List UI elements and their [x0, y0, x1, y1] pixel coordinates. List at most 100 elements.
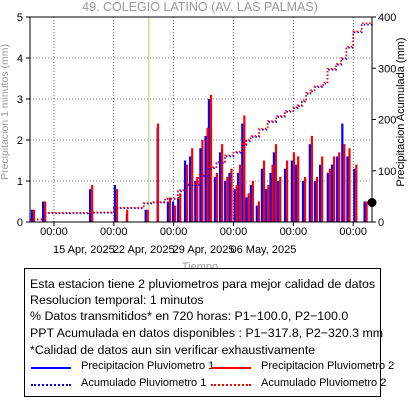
- bar-pluviometro-2: [338, 152, 341, 222]
- y-right-tick-label: 0: [378, 217, 384, 229]
- x-axis-label: Tiempo: [182, 261, 218, 270]
- x-tick-label: 00:00: [220, 226, 248, 238]
- bar-pluviometro-2: [146, 209, 149, 222]
- y-left-tick-label: 2: [17, 135, 23, 147]
- bar-pluviometro-1: [272, 152, 276, 222]
- bar-pluviometro-1: [313, 181, 317, 222]
- bar-pluviometro-2: [257, 201, 260, 222]
- bar-pluviometro-2: [279, 176, 282, 222]
- bar-pluviometro-1: [89, 189, 92, 222]
- info-accumulated: PPT Acumulada en datos disponibles : P1−…: [30, 326, 384, 340]
- legend-label-acc2: Acumulado Pluviometro 2: [261, 377, 387, 389]
- bar-pluviometro-1: [194, 181, 197, 222]
- bar-pluviometro-2: [303, 176, 307, 222]
- y-left-tick-label: 0: [17, 217, 23, 229]
- bar-pluviometro-1: [207, 99, 211, 222]
- y-left-tick-label: 1: [17, 176, 23, 188]
- bar-pluviometro-2: [333, 156, 336, 222]
- bar-pluviometro-2: [235, 185, 238, 222]
- plot-area: 0 1 2 3 4 5 0 100 200 300 400 00:00 00:00 00:00 00:00 0…: [17, 12, 396, 256]
- x-tick-label: 00:00: [160, 226, 188, 238]
- legend-swatch-p2: [211, 367, 251, 369]
- info-stations: Esta estacion tiene 2 pluviometros para …: [30, 277, 376, 291]
- bar-pluviometro-1: [363, 201, 366, 222]
- bar-pluviometro-1: [224, 181, 227, 222]
- bar-pluviometro-1: [283, 168, 287, 222]
- line-acumulado-2: [30, 22, 372, 221]
- bar-pluviometro-2: [328, 168, 331, 222]
- bar-pluviometro-1: [265, 189, 268, 222]
- bar-pluviometro-1: [113, 185, 116, 222]
- bar-pluviometro-2: [348, 148, 351, 222]
- legend-swatch-p1: [31, 367, 71, 369]
- bar-pluviometro-2: [196, 176, 199, 222]
- bar-pluviometro-2: [115, 189, 119, 222]
- bar-pluviometro-2: [168, 197, 172, 222]
- bar-pluviometro-2: [226, 176, 229, 222]
- bar-pluviometro-1: [341, 123, 344, 222]
- y-left-tick-label: 5: [17, 12, 23, 24]
- end-marker-dot: [367, 198, 377, 208]
- bar-pluviometro-2: [126, 209, 129, 222]
- info-quality-note: *Calidad de datos aun sin verificar exha…: [30, 343, 316, 357]
- x-date-label: 22 Apr, 2025: [113, 244, 175, 256]
- bar-pluviometro-1: [213, 176, 217, 222]
- bar-pluviometro-2: [185, 164, 189, 222]
- bar-pluviometro-2: [310, 135, 313, 222]
- bar-pluviometro-2: [173, 205, 177, 222]
- x-tick-label: 00:00: [339, 226, 367, 238]
- bar-pluviometro-1: [269, 172, 272, 222]
- bar-pluviometro-1: [41, 201, 45, 222]
- x-date-label: 06 May, 2025: [230, 244, 296, 256]
- bar-pluviometro-2: [315, 176, 319, 222]
- y-right-tick-label: 200: [378, 115, 396, 127]
- bar-pluviometro-1: [255, 205, 258, 222]
- bar-pluviometro-2: [215, 172, 219, 222]
- bar-pluviometro-1: [290, 160, 293, 222]
- bar-pluviometro-1: [199, 148, 202, 222]
- bar-pluviometro-1: [249, 185, 252, 222]
- info-transmitted: % Datos transmitidos* en 720 horas: P1−1…: [30, 309, 349, 323]
- x-date-label: 29 Apr, 2025: [173, 244, 235, 256]
- bar-pluviometro-1: [171, 201, 175, 222]
- y-left-tick-label: 4: [17, 53, 23, 65]
- bar-pluviometro-2: [44, 201, 47, 222]
- bar-pluviometro-1: [30, 209, 34, 222]
- bar-pluviometro-1: [189, 156, 192, 222]
- bar-pluviometro-2: [271, 164, 274, 222]
- y-left-tick-label: 3: [17, 94, 23, 106]
- bar-pluviometro-2: [209, 94, 213, 222]
- bar-pluviometro-1: [144, 209, 147, 222]
- bar-pluviometro-2: [201, 140, 204, 222]
- bar-pluviometro-2: [355, 164, 358, 222]
- bar-pluviometro-2: [321, 156, 324, 222]
- bar-pluviometro-1: [233, 189, 236, 222]
- bar-pluviometro-1: [218, 152, 222, 222]
- bar-pluviometro-1: [277, 181, 280, 222]
- bar-pluviometro-1: [326, 172, 329, 222]
- legend-label-p2: Precipitacion Pluviometro 2: [261, 360, 395, 372]
- bar-pluviometro-2: [32, 209, 36, 222]
- y-right-tick-label: 400: [378, 12, 396, 24]
- x-tick-label: 00:00: [100, 226, 128, 238]
- bar-pluviometro-1: [166, 201, 170, 222]
- bar-pluviometro-2: [297, 156, 300, 222]
- bar-pluviometro-1: [228, 172, 231, 222]
- chart-title: 49. COLEGIO LATINO (AV. LAS PALMAS): [82, 0, 318, 14]
- bar-pluviometro-1: [236, 172, 240, 222]
- bar-pluviometro-2: [292, 152, 296, 222]
- bar-pluviometro-1: [308, 144, 311, 222]
- bar-pluviometro-2: [238, 164, 242, 222]
- bar-pluviometro-1: [319, 164, 322, 222]
- bar-pluviometro-2: [247, 193, 250, 222]
- bar-pluviometro-1: [260, 168, 264, 222]
- bar-pluviometro-2: [156, 123, 160, 222]
- bar-pluviometro-1: [245, 197, 248, 222]
- bar-pluviometro-1: [241, 123, 244, 222]
- info-panel: Esta estacion tiene 2 pluviometros para …: [24, 268, 394, 397]
- bar-pluviometro-1: [301, 181, 305, 222]
- bar-pluviometro-1: [353, 168, 356, 222]
- bar-pluviometro-2: [91, 185, 94, 222]
- precipitation-chart: 49. COLEGIO LATINO (AV. LAS PALMAS) 0 1 2 3…: [0, 0, 407, 270]
- info-resolution: Resolucion temporal: 1 minutos: [30, 293, 204, 307]
